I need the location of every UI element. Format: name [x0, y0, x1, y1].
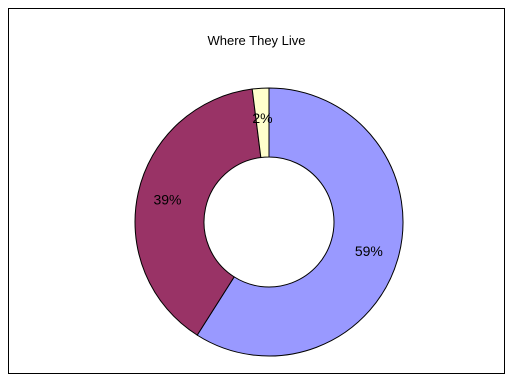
chart-title: Where They Live	[207, 33, 306, 48]
slice-label-2: 2%	[252, 110, 272, 126]
donut-slice-0	[196, 87, 404, 357]
donut-slice-2	[251, 87, 270, 159]
donut-slice-1	[134, 88, 262, 336]
slice-label-0: 59%	[355, 243, 383, 259]
slice-label-1: 39%	[153, 191, 181, 207]
